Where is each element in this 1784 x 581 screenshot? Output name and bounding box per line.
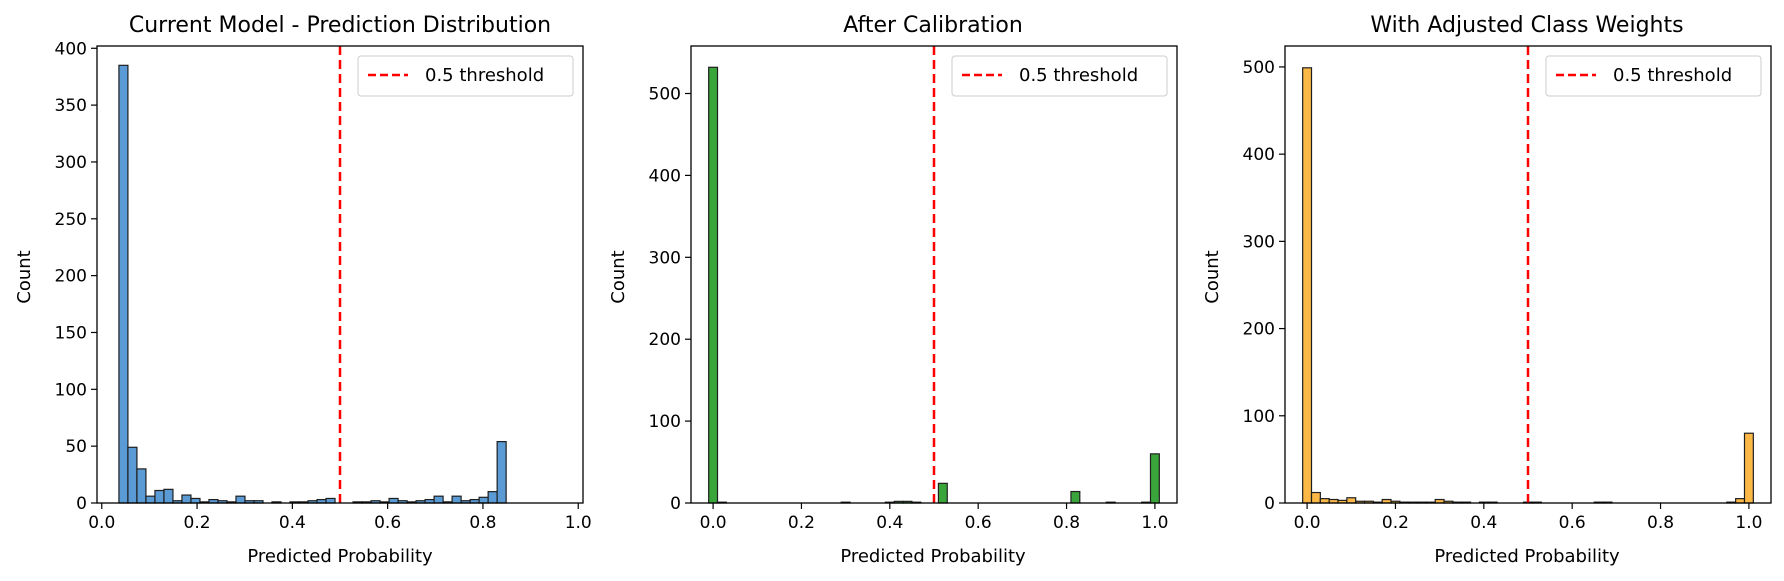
y-tick-label: 400 — [1243, 145, 1275, 165]
x-tick-label: 0.0 — [1294, 513, 1321, 533]
histogram-bar — [388, 497, 399, 504]
y-tick-label: 250 — [55, 210, 87, 230]
histogram-bar — [433, 495, 444, 504]
histogram-bar — [145, 495, 156, 504]
axes-frame — [96, 45, 584, 504]
histogram-bar — [1149, 453, 1160, 504]
histogram-bar — [1319, 498, 1330, 504]
axes-frame — [690, 45, 1178, 504]
histogram-bar — [181, 494, 192, 504]
histogram-bar — [1070, 490, 1081, 504]
histogram-bar — [478, 496, 489, 504]
y-tick-label: 150 — [55, 323, 87, 343]
y-axis-label: Count — [14, 250, 35, 303]
y-tick-label: 200 — [1243, 320, 1275, 340]
x-tick-label: 0.6 — [1559, 513, 1586, 533]
x-tick-label: 0.4 — [279, 513, 306, 533]
legend-label: 0.5 threshold — [1019, 65, 1138, 86]
histogram-bar — [1346, 497, 1357, 504]
x-axis-label: Predicted Probability — [1434, 546, 1620, 567]
y-tick-label: 0 — [1264, 494, 1275, 514]
histogram-bar — [154, 489, 165, 504]
x-tick-label: 0.8 — [469, 513, 496, 533]
histogram-bar — [1310, 491, 1321, 504]
legend: 0.5 threshold — [1545, 55, 1762, 97]
y-tick-label: 500 — [649, 85, 681, 105]
y-tick-label: 300 — [55, 153, 87, 173]
x-tick-label: 0.8 — [1647, 513, 1674, 533]
panel-adjusted-class-weights: With Adjusted Class Weights Predicted Pr… — [1202, 13, 1772, 567]
x-tick-label: 0.2 — [184, 513, 211, 533]
y-tick-label: 0 — [670, 494, 681, 514]
legend-label: 0.5 threshold — [1613, 65, 1732, 86]
chart-title: After Calibration — [843, 13, 1023, 38]
x-axis-label: Predicted Probability — [840, 546, 1026, 567]
y-tick-label: 100 — [649, 412, 681, 432]
histogram-bar — [487, 491, 498, 504]
histogram-bar — [118, 64, 129, 504]
x-tick-label: 0.0 — [88, 513, 115, 533]
histogram-bar — [136, 468, 147, 504]
y-tick-label: 200 — [649, 330, 681, 350]
axes-frame — [1284, 45, 1772, 504]
legend-box — [951, 55, 1168, 97]
y-tick-label: 300 — [1243, 232, 1275, 252]
y-tick-label: 100 — [55, 380, 87, 400]
x-tick-label: 0.4 — [876, 513, 903, 533]
plot-area: 0.0 0.2 0.4 0.6 0.8 1.0 0 100 200 300 400 500 — [1243, 45, 1772, 533]
x-tick-label: 0.0 — [700, 513, 727, 533]
x-tick-label: 0.2 — [788, 513, 815, 533]
histogram-bar — [496, 441, 507, 504]
histogram-bar — [190, 497, 201, 504]
y-tick-label: 350 — [55, 96, 87, 116]
x-tick-label: 0.6 — [374, 513, 401, 533]
x-tick-label: 1.0 — [565, 513, 592, 533]
histogram-bar — [937, 482, 948, 504]
y-tick-label: 50 — [65, 437, 87, 457]
chart-title: Current Model - Prediction Distribution — [129, 13, 551, 38]
y-tick-label: 400 — [55, 39, 87, 59]
histogram-bar — [1743, 432, 1754, 504]
y-axis-label: Count — [608, 250, 629, 303]
panel-after-calibration: After Calibration Predicted Probability … — [608, 13, 1178, 567]
histogram-bar — [163, 488, 174, 504]
histogram-bar — [1302, 67, 1313, 504]
y-tick-label: 500 — [1243, 58, 1275, 78]
histogram-bar — [235, 495, 246, 504]
y-tick-label: 200 — [55, 267, 87, 287]
y-tick-label: 0 — [76, 494, 87, 514]
y-tick-label: 100 — [1243, 407, 1275, 427]
x-tick-label: 1.0 — [1735, 513, 1762, 533]
chart-title: With Adjusted Class Weights — [1370, 13, 1683, 38]
x-tick-label: 0.2 — [1382, 513, 1409, 533]
x-tick-label: 0.6 — [965, 513, 992, 533]
x-tick-label: 1.0 — [1141, 513, 1168, 533]
histogram-bar — [127, 446, 138, 504]
y-axis-label: Count — [1202, 250, 1223, 303]
legend-box — [1545, 55, 1762, 97]
plot-area: 0.0 0.2 0.4 0.6 0.8 1.0 0 100 200 300 400 500 — [649, 45, 1178, 533]
legend: 0.5 threshold — [951, 55, 1168, 97]
x-axis-label: Predicted Probability — [247, 546, 433, 567]
histogram-bar — [708, 66, 719, 504]
y-tick-label: 400 — [649, 166, 681, 186]
panel-current-model: Current Model - Prediction Distribution … — [14, 13, 592, 567]
x-tick-label: 0.8 — [1053, 513, 1080, 533]
histogram-bar — [1735, 498, 1746, 504]
histogram-bar — [451, 495, 462, 504]
legend-box — [357, 55, 574, 97]
plot-area: 0.0 0.2 0.4 0.6 0.8 1.0 0 50 100 150 200 250 300 350 4… — [55, 39, 592, 533]
legend: 0.5 threshold — [357, 55, 574, 97]
y-tick-label: 300 — [649, 248, 681, 268]
legend-label: 0.5 threshold — [425, 65, 544, 86]
histogram-bar — [325, 497, 336, 504]
x-tick-label: 0.4 — [1470, 513, 1497, 533]
